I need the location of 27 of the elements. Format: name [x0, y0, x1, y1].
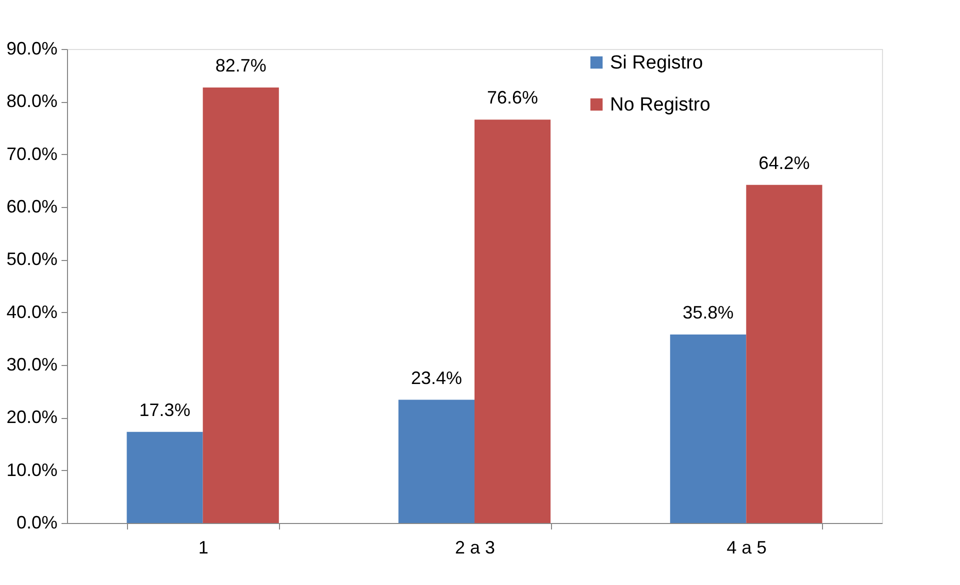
y-tick-label: 30.0%	[6, 354, 58, 374]
x-tick-label: 1	[198, 538, 208, 558]
bar	[670, 334, 746, 523]
x-tick-label: 4 a 5	[726, 538, 767, 558]
x-tick-label: 2 a 3	[454, 538, 496, 558]
bar	[746, 184, 822, 523]
bar	[398, 400, 474, 523]
data-label: 76.6%	[487, 88, 538, 108]
data-label: 82.7%	[215, 55, 266, 76]
y-tick-label: 10.0%	[6, 460, 58, 480]
y-tick-label: 70.0%	[6, 144, 58, 164]
data-label: 17.3%	[139, 400, 190, 420]
legend-label: No Registro	[610, 94, 710, 116]
y-tick-label: 50.0%	[6, 249, 58, 270]
bar	[202, 87, 279, 523]
bar	[474, 120, 551, 523]
bar	[126, 432, 203, 523]
legend-label: Si Registro	[610, 52, 703, 74]
y-tick-label: 80.0%	[6, 91, 58, 112]
data-label: 35.8%	[682, 302, 734, 322]
y-tick-label: 40.0%	[6, 302, 58, 322]
y-tick-label: 20.0%	[6, 407, 58, 428]
data-label: 23.4%	[410, 368, 462, 388]
data-label: 64.2%	[758, 152, 810, 173]
y-tick-label: 60.0%	[6, 196, 58, 216]
y-tick-label: 0.0%	[16, 512, 58, 532]
y-tick-label: 90.0%	[6, 38, 58, 58]
